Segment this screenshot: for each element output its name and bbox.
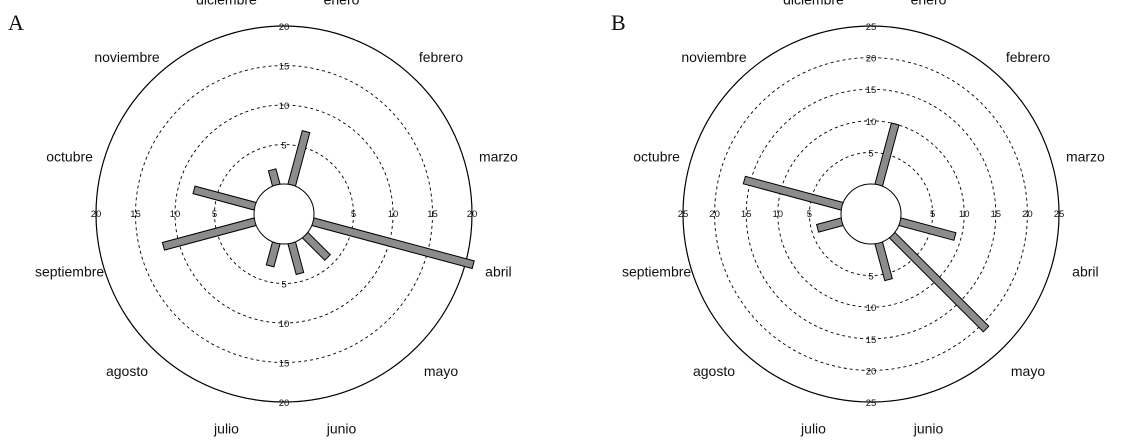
tick-label: 20	[279, 398, 290, 409]
tick-label: 10	[866, 117, 877, 128]
tick-label: 15	[279, 359, 290, 370]
tick-label: 5	[212, 209, 217, 220]
tick-label: 10	[959, 209, 970, 220]
center-hole	[253, 183, 315, 245]
tick-label: 5	[351, 209, 356, 220]
month-label-julio: julio	[800, 420, 826, 436]
month-label-mayo: mayo	[424, 363, 458, 379]
month-label-julio: julio	[213, 420, 239, 436]
radial-chart-a: A 5 5 5 5 10 10 10 10 15 15 15 15 20 20 20 20 enero febrer…	[8, 0, 518, 436]
month-label-septiembre: septiembre	[622, 264, 691, 280]
tick-label: 5	[281, 280, 286, 291]
month-label-octubre: octubre	[46, 149, 93, 165]
tick-label: 20	[1022, 209, 1033, 220]
month-label-diciembre: diciembre	[783, 0, 844, 8]
tick-label: 10	[866, 303, 877, 314]
month-label-noviembre: noviembre	[94, 49, 160, 65]
tick-label: 15	[279, 62, 290, 73]
tick-label: 20	[91, 209, 102, 220]
month-label-enero: enero	[911, 0, 947, 8]
grid-ring	[745, 88, 997, 340]
tick-label: 10	[279, 101, 290, 112]
month-label-junio: junio	[913, 420, 944, 436]
month-label-abril: abril	[485, 264, 511, 280]
tick-label: 25	[678, 209, 689, 220]
tick-label: 10	[773, 209, 784, 220]
tick-label: 10	[170, 209, 181, 220]
tick-label: 20	[279, 22, 290, 33]
tick-label: 20	[866, 366, 877, 377]
tick-label: 25	[866, 398, 877, 409]
bar-octubre	[192, 185, 263, 213]
month-label-febrero: febrero	[1006, 49, 1051, 65]
panel-label: B	[611, 10, 626, 35]
month-label-octubre: octubre	[633, 149, 680, 165]
tick-label: 10	[279, 319, 290, 330]
tick-label: 20	[866, 54, 877, 65]
bar-septiembre	[161, 215, 263, 251]
tick-label: 25	[866, 22, 877, 33]
month-label-marzo: marzo	[1066, 149, 1105, 165]
bar-enero	[285, 129, 311, 193]
tick-label: 5	[807, 209, 812, 220]
grid-ring	[214, 144, 354, 284]
bar-abril	[892, 215, 957, 241]
bar-abril	[305, 215, 475, 270]
month-label-mayo: mayo	[1011, 363, 1045, 379]
tick-label: 10	[388, 209, 399, 220]
grid-ring	[174, 104, 394, 324]
tick-label: 20	[709, 209, 720, 220]
bar-mayo	[884, 227, 990, 333]
bar-octubre	[742, 175, 850, 213]
month-label-abril: abril	[1072, 264, 1098, 280]
grid-ring	[714, 57, 1028, 371]
month-label-junio: junio	[326, 420, 357, 436]
month-label-agosto: agosto	[693, 363, 735, 379]
tick-label: 15	[866, 335, 877, 346]
month-label-agosto: agosto	[106, 363, 148, 379]
tick-label: 25	[1054, 209, 1065, 220]
grid-ring	[777, 120, 965, 308]
tick-label: 15	[741, 209, 752, 220]
tick-label: 15	[866, 85, 877, 96]
month-label-febrero: febrero	[419, 49, 464, 65]
tick-label: 15	[991, 209, 1002, 220]
outer-circle	[95, 25, 473, 403]
outer-circle	[682, 25, 1060, 403]
month-label-enero: enero	[324, 0, 360, 8]
tick-label: 15	[427, 209, 438, 220]
tick-label: 15	[130, 209, 141, 220]
panel-label: A	[8, 10, 24, 35]
grid-ring	[808, 151, 934, 277]
tick-label: 5	[930, 209, 935, 220]
month-label-marzo: marzo	[479, 149, 518, 165]
radial-chart-b: B 5 5 5 5 10 10 10 10 15 15 15 15 20 20 20 20 25 25 25 25 ene…	[611, 0, 1105, 436]
tick-label: 5	[281, 141, 286, 152]
month-label-noviembre: noviembre	[681, 49, 747, 65]
month-label-septiembre: septiembre	[35, 264, 104, 280]
grid-ring	[135, 65, 433, 363]
center-hole	[840, 183, 902, 245]
tick-label: 20	[467, 209, 478, 220]
month-label-diciembre: diciembre	[196, 0, 257, 8]
tick-label: 5	[868, 272, 873, 283]
tick-label: 5	[868, 148, 873, 159]
